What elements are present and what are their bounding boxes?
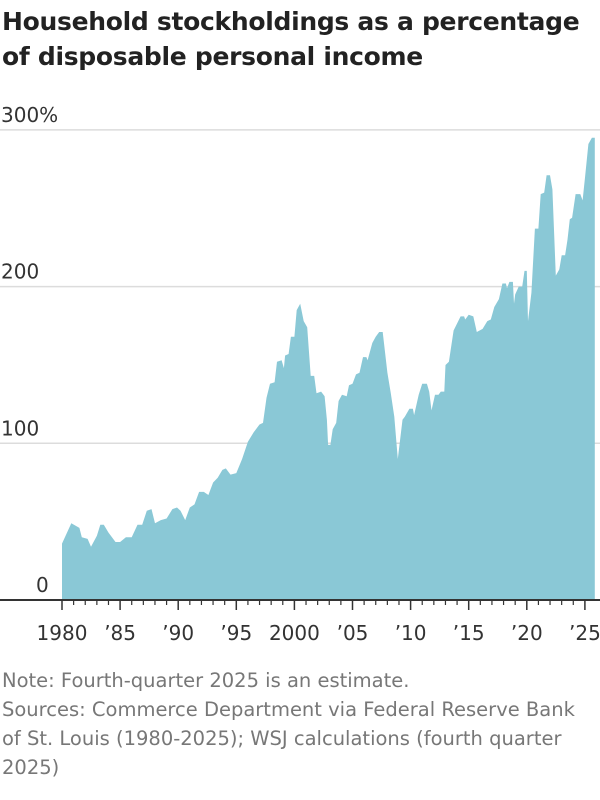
x-tick-label: ’10 [395,621,427,645]
x-tick-label: ’15 [453,621,485,645]
y-tick-label: 200 [1,260,39,284]
x-tick-label: ’90 [162,621,194,645]
sources-text: Sources: Commerce Department via Federal… [2,698,575,779]
x-tick-label: ’95 [220,621,252,645]
y-tick-label: 100 [1,416,39,440]
area-chart: 0 100 200 300% 1980 ’85 ’90 ’95 2000 ’05 ’10 ’15 ’2… [0,103,600,645]
x-axis: 1980 ’85 ’90 ’95 2000 ’05 ’10 ’15 ’20 ’25 [0,599,600,645]
note-text: Note: Fourth-quarter 2025 is an estimate… [2,669,410,692]
x-tick-label: ’25 [569,621,600,645]
x-tick-label: ’05 [337,621,369,645]
y-tick-label: 300% [1,103,58,127]
x-tick-label: ’85 [104,621,136,645]
x-tick-label: 1980 [37,621,88,645]
y-tick-label: 0 [36,573,49,597]
chart-notes: Note: Fourth-quarter 2025 is an estimate… [2,666,598,782]
chart-title: Household stockholdings as a percentage … [2,7,580,71]
x-tick-label: 2000 [269,621,320,645]
x-tick-label: ’20 [511,621,543,645]
area-series [62,137,595,600]
y-axis-labels: 0 100 200 300% [1,103,58,597]
